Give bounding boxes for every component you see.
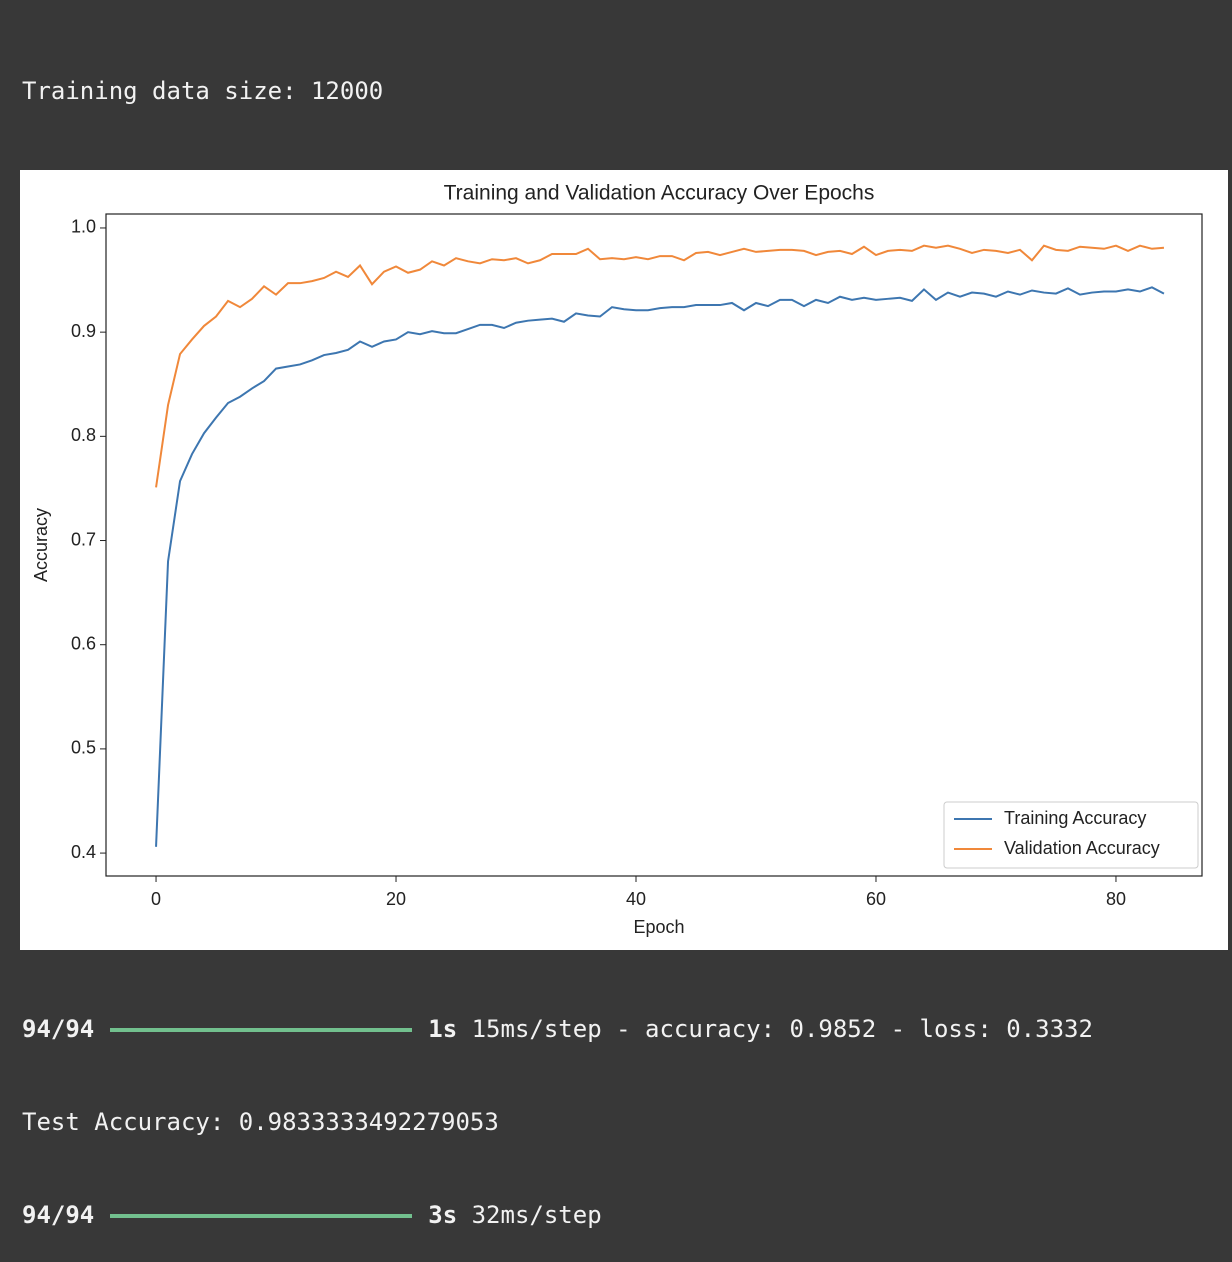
progress-line: 94/94 1s 15ms/step - accuracy: 0.9852 - l… bbox=[22, 1014, 1093, 1045]
console-footer: 94/94 1s 15ms/step - accuracy: 0.9852 - l… bbox=[22, 952, 1093, 1262]
y-tick-label: 0.8 bbox=[71, 425, 96, 445]
x-tick-label: 20 bbox=[386, 889, 406, 909]
chart: Training and Validation Accuracy Over Ep… bbox=[20, 170, 1228, 950]
x-tick-label: 0 bbox=[151, 889, 161, 909]
time: 3s bbox=[428, 1201, 458, 1229]
y-tick-label: 1.0 bbox=[71, 217, 96, 237]
detail: 15ms/step - accuracy: 0.9852 - loss: 0.3… bbox=[471, 1015, 1093, 1043]
chart-title: Training and Validation Accuracy Over Ep… bbox=[444, 182, 875, 205]
y-tick-label: 0.5 bbox=[71, 738, 96, 758]
y-axis-label: Accuracy bbox=[31, 508, 51, 582]
progress-line: 94/94 3s 32ms/step bbox=[22, 1200, 1093, 1231]
y-tick-label: 0.4 bbox=[71, 842, 96, 862]
page: Training data size: 12000 Testing data s… bbox=[20, 77, 1228, 1229]
step: 94/94 bbox=[22, 1201, 95, 1229]
y-tick-label: 0.7 bbox=[71, 529, 96, 549]
time: 1s bbox=[428, 1015, 458, 1043]
x-axis-label: Epoch bbox=[633, 917, 684, 937]
progress-bar bbox=[110, 1214, 413, 1218]
y-tick-label: 0.9 bbox=[71, 321, 96, 341]
step: 94/94 bbox=[22, 1015, 95, 1043]
plot-frame bbox=[105, 213, 1203, 877]
legend-label: Validation Accuracy bbox=[1004, 838, 1160, 858]
y-tick-label: 0.6 bbox=[71, 633, 96, 653]
x-tick-label: 40 bbox=[626, 889, 646, 909]
series-line bbox=[155, 244, 1165, 488]
legend-label: Training Accuracy bbox=[1004, 808, 1146, 828]
progress-bar bbox=[110, 1028, 413, 1032]
series-line bbox=[155, 286, 1165, 847]
x-tick-label: 60 bbox=[866, 889, 886, 909]
detail: 32ms/step bbox=[471, 1201, 602, 1229]
console-line: Training data size: 12000 bbox=[22, 77, 384, 105]
x-tick-label: 80 bbox=[1106, 889, 1126, 909]
legend-box bbox=[943, 801, 1199, 869]
console-line: Test Accuracy: 0.9833333492279053 bbox=[22, 1108, 499, 1136]
